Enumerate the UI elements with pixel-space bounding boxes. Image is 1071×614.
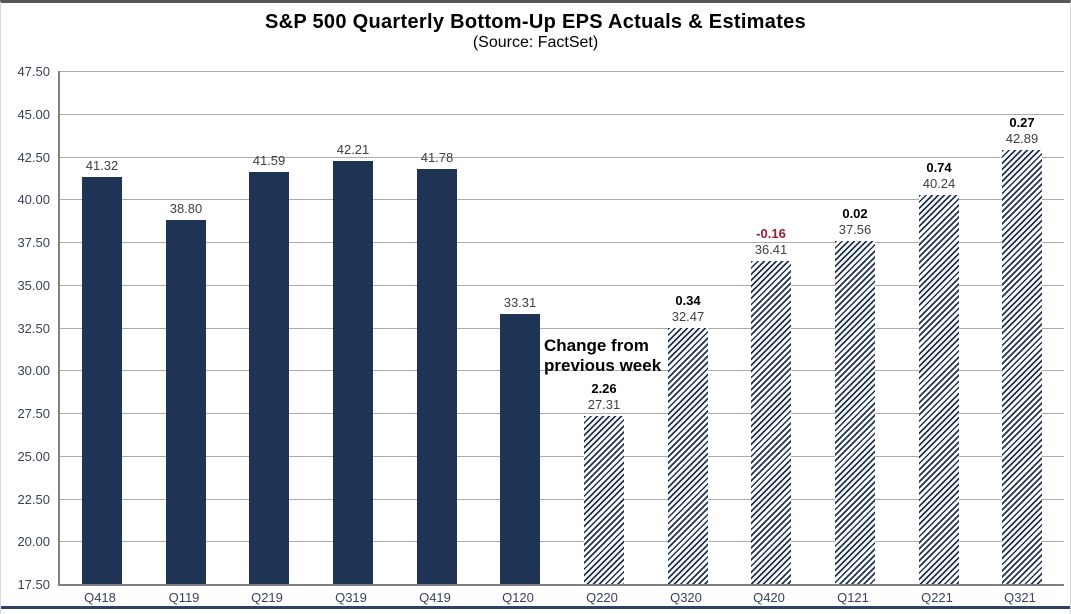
y-gridline bbox=[60, 541, 1064, 542]
bar-value-label: 42.89 bbox=[1005, 131, 1039, 146]
bar bbox=[835, 241, 875, 584]
bar bbox=[500, 314, 540, 584]
bar-change-label: 2.26 bbox=[591, 381, 617, 396]
bar-change-label: 0.74 bbox=[926, 160, 952, 175]
x-tick-label: Q320 bbox=[670, 590, 702, 605]
x-tick-label: Q419 bbox=[419, 590, 451, 605]
bar-change-label: -0.16 bbox=[756, 226, 786, 241]
bar bbox=[919, 195, 959, 584]
bar-change-label: 0.27 bbox=[1009, 115, 1035, 130]
x-tick-label: Q319 bbox=[335, 590, 367, 605]
y-tick-label: 32.50 bbox=[17, 321, 50, 336]
bar bbox=[751, 261, 791, 584]
y-gridline bbox=[60, 114, 1064, 115]
x-axis: Q418 Q119 Q219 Q319 Q419 Q120 Q220 Q320 Q420 Q121… bbox=[58, 590, 1062, 610]
x-tick-label: Q219 bbox=[251, 590, 283, 605]
bar-value-label: 41.59 bbox=[252, 153, 286, 168]
y-tick-label: 30.00 bbox=[17, 363, 50, 378]
chart-title: S&P 500 Quarterly Bottom-Up EPS Actuals … bbox=[264, 11, 806, 33]
x-tick-label: Q221 bbox=[921, 590, 953, 605]
bar bbox=[584, 416, 624, 584]
y-gridline bbox=[60, 199, 1064, 200]
annotation-change-note: Change from previous week bbox=[544, 336, 661, 376]
x-tick-label: Q120 bbox=[502, 590, 534, 605]
chart-subtitle: (Source: FactSet) bbox=[472, 34, 599, 51]
y-gridline bbox=[60, 328, 1064, 329]
bar bbox=[82, 177, 122, 584]
bar-value-label: 33.31 bbox=[503, 295, 537, 310]
y-tick-label: 27.50 bbox=[17, 406, 50, 421]
y-tick-label: 42.50 bbox=[17, 150, 50, 165]
y-tick-label: 40.00 bbox=[17, 192, 50, 207]
x-tick-label: Q119 bbox=[168, 590, 200, 605]
bar-value-label: 40.24 bbox=[922, 176, 956, 191]
y-gridline bbox=[60, 456, 1064, 457]
x-tick-label: Q220 bbox=[586, 590, 618, 605]
y-gridline bbox=[60, 413, 1064, 414]
y-tick-label: 37.50 bbox=[17, 235, 50, 250]
y-tick-label: 17.50 bbox=[17, 577, 50, 592]
y-tick-label: 45.00 bbox=[17, 107, 50, 122]
plot-area: 41.32 38.80 41.59 42.21 41.78 33.31 27.31 2.26 3… bbox=[58, 71, 1064, 586]
bar-value-label: 27.31 bbox=[587, 397, 621, 412]
bar bbox=[668, 328, 708, 584]
bar-change-label: 0.34 bbox=[675, 293, 701, 308]
y-tick-label: 20.00 bbox=[17, 534, 50, 549]
bar bbox=[166, 220, 206, 584]
bar-value-label: 36.41 bbox=[754, 242, 788, 257]
annotation-line-2: previous week bbox=[544, 356, 662, 375]
y-tick-label: 47.50 bbox=[17, 64, 50, 79]
y-tick-label: 35.00 bbox=[17, 278, 50, 293]
y-gridline bbox=[60, 499, 1064, 500]
bar-value-label: 41.78 bbox=[420, 150, 454, 165]
y-gridline bbox=[60, 370, 1064, 371]
y-gridline bbox=[60, 157, 1064, 158]
bottom-rule bbox=[1, 606, 1070, 609]
bar-value-label: 37.56 bbox=[838, 222, 872, 237]
x-tick-label: Q420 bbox=[753, 590, 785, 605]
bar-value-label: 41.32 bbox=[85, 158, 119, 173]
bar-value-label: 38.80 bbox=[169, 201, 203, 216]
bar-change-label: 0.02 bbox=[842, 206, 868, 221]
bar-value-label: 32.47 bbox=[671, 309, 705, 324]
x-tick-label: Q321 bbox=[1004, 590, 1036, 605]
bar bbox=[1002, 150, 1042, 584]
y-gridline bbox=[60, 71, 1064, 72]
bar bbox=[417, 169, 457, 584]
x-tick-label: Q121 bbox=[837, 590, 869, 605]
bar bbox=[249, 172, 289, 584]
bar-value-label: 42.21 bbox=[336, 142, 370, 157]
y-axis: 47.50 45.00 42.50 40.00 37.50 35.00 32.50 30.00… bbox=[1, 3, 50, 614]
y-tick-label: 22.50 bbox=[17, 492, 50, 507]
y-gridline bbox=[60, 242, 1064, 243]
annotation-line-1: Change from bbox=[544, 336, 649, 355]
y-tick-label: 25.00 bbox=[17, 449, 50, 464]
bar bbox=[333, 161, 373, 584]
y-gridline bbox=[60, 285, 1064, 286]
x-tick-label: Q418 bbox=[84, 590, 116, 605]
